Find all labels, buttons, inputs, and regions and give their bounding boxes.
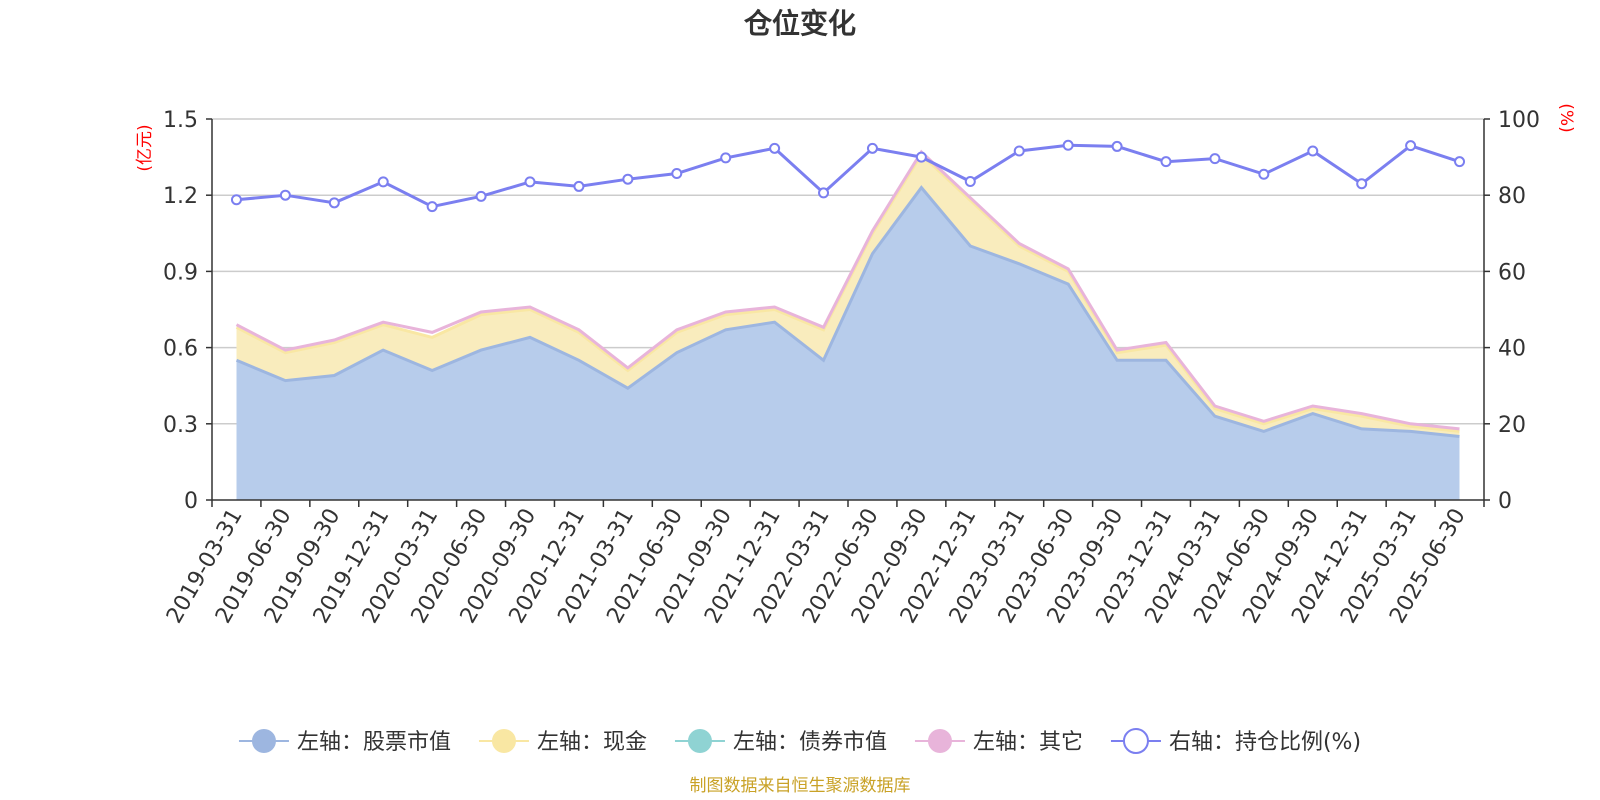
ratio-point [1454,156,1466,168]
ratio-point [1013,145,1025,157]
ratio-point [1111,140,1123,152]
left-axis-unit: (亿元) [135,124,155,171]
ratio-point [1160,156,1172,168]
legend-marker [687,729,712,753]
ratio-point [279,189,291,201]
area-1 [236,154,1460,437]
legend-item[interactable]: 左轴：现金 [478,729,647,755]
area-edge-0 [235,185,1460,438]
ratio-point [915,151,927,163]
right-tick-label: 20 [1498,413,1526,438]
ratio-point [720,152,732,164]
ratio-point [1405,140,1417,152]
ratio-point [818,187,830,199]
legend-label: 左轴：其它 [973,730,1083,755]
left-tick-label: 0.9 [163,260,198,285]
right-tick-label: 0 [1498,489,1512,514]
legend-item[interactable]: 左轴：其它 [914,729,1083,755]
ratio-point [769,142,781,154]
left-tick-label: 0.6 [163,337,198,362]
legend: 左轴：股票市值 左轴：现金 左轴：债券市值 左轴：其它 右轴：持仓比例(%) [238,728,1361,755]
legend-item[interactable]: 左轴：债券市值 [674,729,887,755]
ratio-point [1356,178,1368,190]
stacked-areas [235,149,1460,500]
left-tick-label: 1.2 [163,184,198,209]
ratio-point [1258,168,1270,180]
chart-title: 仓位变化 [744,7,856,40]
ratio-line [230,139,1466,213]
area-0 [236,187,1460,500]
ratio-point [671,167,683,179]
legend-marker [927,729,952,753]
right-tick-label: 80 [1498,184,1526,209]
ratio-point [622,173,634,185]
legend-label: 左轴：现金 [537,730,647,755]
left-tick-label: 0.3 [163,413,198,438]
ratio-point [964,175,976,187]
ratio-point [573,180,585,192]
ratio-point [1209,153,1221,165]
ratio-point [230,194,242,206]
left-tick-label: 0 [184,489,198,514]
legend-item[interactable]: 右轴：持仓比例(%) [1110,728,1361,755]
area-edge-3 [235,149,1460,431]
ratio-point [1307,145,1319,157]
legend-label: 右轴：持仓比例(%) [1169,730,1361,755]
left-tick-label: 1.5 [163,108,198,133]
ratio-point [866,142,878,154]
legend-marker [1122,728,1149,754]
legend-marker [251,729,276,753]
ratio-point [475,190,487,202]
right-tick-label: 60 [1498,260,1526,285]
ratio-point [1062,139,1074,151]
legend-label: 左轴：债券市值 [733,730,887,755]
legend-label: 左轴：股票市值 [297,730,451,755]
ratio-point [377,176,389,188]
right-tick-label: 40 [1498,337,1526,362]
ratio-point [524,176,536,188]
data-source-note: 制图数据来自恒生聚源数据库 [690,776,911,796]
right-axis-unit: (%) [1556,103,1576,132]
right-tick-label: 100 [1498,108,1540,133]
legend-marker [491,729,516,753]
ratio-line-path [236,143,1460,209]
ratio-point [426,201,438,213]
ratio-point [328,197,340,209]
legend-item[interactable]: 左轴：股票市值 [238,729,451,755]
